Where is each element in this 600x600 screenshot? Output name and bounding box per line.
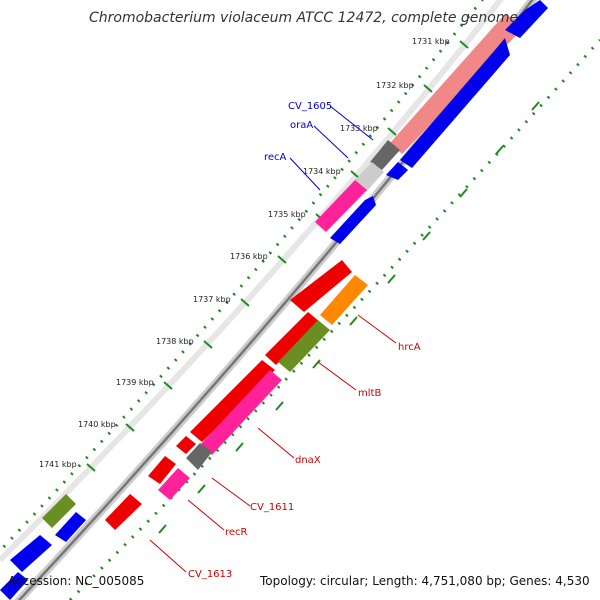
gene-blue-left-2[interactable] xyxy=(10,535,52,572)
kbp-label: 1739 kbp xyxy=(116,378,154,387)
leader-oraa xyxy=(313,125,349,159)
genes-lower-left xyxy=(0,494,86,600)
kbp-label: 1740 kbp xyxy=(78,420,116,429)
gene-blue-left-1[interactable] xyxy=(55,512,86,542)
major-tick-inner xyxy=(158,524,167,534)
gene-mltb[interactable] xyxy=(278,320,330,372)
genome-summary: Topology: circular; Length: 4,751,080 bp… xyxy=(259,574,590,588)
kbp-label: 1737 kbp xyxy=(193,295,231,304)
kbp-label: 1741 kbp xyxy=(39,460,77,469)
gene-red-1[interactable] xyxy=(290,260,352,312)
major-tick-inner xyxy=(531,101,540,111)
gene-olive-left[interactable] xyxy=(42,494,76,528)
genes-upper xyxy=(315,0,548,244)
leader-recr xyxy=(187,499,225,531)
leader-reca xyxy=(289,157,321,191)
tick-track-outer xyxy=(0,0,484,553)
gene-blue-4[interactable] xyxy=(505,0,548,38)
label-oraa: oraA xyxy=(290,120,313,131)
major-tick-inner xyxy=(349,316,358,326)
major-tick-inner xyxy=(235,442,244,452)
gene-cv1611[interactable] xyxy=(186,443,212,470)
gene-cv1605[interactable] xyxy=(370,140,400,170)
kbp-label: 1736 kbp xyxy=(230,252,268,261)
leader-cv1611 xyxy=(211,477,251,507)
kbp-label: 1735 kbp xyxy=(268,210,306,219)
major-tick xyxy=(125,423,135,432)
major-tick xyxy=(240,298,250,307)
label-recr: recR xyxy=(225,527,248,538)
gene-reca[interactable] xyxy=(315,180,367,232)
blue-gene-labels: CV_1605 oraA recA xyxy=(264,101,374,191)
genes-lower xyxy=(105,260,368,530)
leader-mltb xyxy=(317,361,357,391)
major-tick-inner xyxy=(275,401,284,411)
leader-cv1605 xyxy=(329,105,374,141)
label-cv1605: CV_1605 xyxy=(288,101,332,112)
gene-dnax[interactable] xyxy=(200,370,282,455)
label-cv1611: CV_1611 xyxy=(250,502,294,513)
gene-salmon[interactable] xyxy=(390,14,525,154)
major-tick xyxy=(86,463,96,472)
gene-hrca[interactable] xyxy=(320,275,368,325)
accession-label: Accession: NC_005085 xyxy=(8,574,144,588)
gene-red-4[interactable] xyxy=(176,436,196,454)
major-tick xyxy=(277,255,287,264)
major-tick-inner xyxy=(495,145,504,155)
gene-blue-3[interactable] xyxy=(330,196,376,244)
kbp-label: 1734 kbp xyxy=(303,167,341,176)
gene-red-2[interactable] xyxy=(265,312,320,365)
label-hrca: hrcA xyxy=(398,342,421,353)
major-tick-inner xyxy=(387,274,396,284)
label-cv1613: CV_1613 xyxy=(188,569,232,580)
kbp-label: 1732 kbp xyxy=(376,81,414,90)
major-tick xyxy=(163,381,173,390)
major-tick xyxy=(203,340,213,349)
gene-red-5[interactable] xyxy=(148,456,176,484)
major-tick-inner xyxy=(459,188,468,198)
leader-hrca xyxy=(357,314,397,344)
gene-recr[interactable] xyxy=(158,468,190,500)
kbp-label: 1738 kbp xyxy=(156,337,194,346)
backbone-inner-shadow xyxy=(0,0,504,563)
gene-oraa[interactable] xyxy=(355,162,384,192)
major-tick-inner xyxy=(312,359,321,369)
label-reca: recA xyxy=(264,152,287,163)
kbp-label: 1731 kbp xyxy=(412,37,450,46)
label-dnax: dnaX xyxy=(295,455,321,466)
major-tick xyxy=(350,170,360,179)
label-mltb: mltB xyxy=(358,388,381,399)
gene-blue-2[interactable] xyxy=(386,162,408,180)
gene-red-3[interactable] xyxy=(190,360,275,442)
major-tick-inner xyxy=(197,484,206,494)
major-tick xyxy=(459,40,469,49)
leader-cv1613 xyxy=(149,539,187,573)
gene-blue-1[interactable] xyxy=(400,38,510,168)
gene-red-6[interactable] xyxy=(105,494,142,530)
gene-blue-left-3[interactable] xyxy=(0,572,28,600)
red-gene-labels: hrcA mltB dnaX CV_1611 recR CV_1613 xyxy=(149,314,421,580)
major-tick-inner xyxy=(422,231,431,241)
major-tick xyxy=(423,84,433,93)
map-title: Chromobacterium violaceum ATCC 12472, co… xyxy=(89,10,518,26)
major-ticks xyxy=(86,40,540,534)
major-tick xyxy=(387,127,397,136)
leader-dnax xyxy=(257,427,295,459)
